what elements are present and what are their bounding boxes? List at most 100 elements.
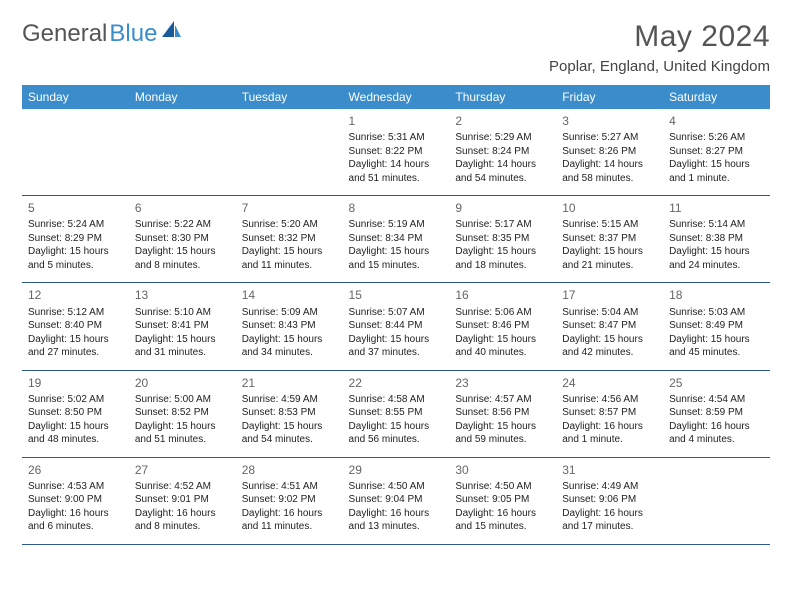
logo-text-general: General — [22, 20, 107, 48]
day-number: 21 — [242, 375, 337, 391]
sunrise-text: Sunrise: 5:03 AM — [669, 306, 764, 320]
sunset-text: Sunset: 9:02 PM — [242, 493, 337, 507]
calendar-day-cell: 5Sunrise: 5:24 AMSunset: 8:29 PMDaylight… — [22, 196, 129, 283]
weekday-header: Thursday — [449, 85, 556, 109]
calendar-day-cell: 30Sunrise: 4:50 AMSunset: 9:05 PMDayligh… — [449, 457, 556, 544]
day-number: 6 — [135, 200, 230, 216]
calendar-day-cell: 10Sunrise: 5:15 AMSunset: 8:37 PMDayligh… — [556, 196, 663, 283]
calendar-week-row: 1Sunrise: 5:31 AMSunset: 8:22 PMDaylight… — [22, 109, 770, 196]
sunset-text: Sunset: 8:24 PM — [455, 145, 550, 159]
calendar-day-cell: 2Sunrise: 5:29 AMSunset: 8:24 PMDaylight… — [449, 109, 556, 196]
sunrise-text: Sunrise: 4:54 AM — [669, 393, 764, 407]
calendar-day-cell: 18 Sunrise: 5:03 AMSunset: 8:49 PMDayligh… — [663, 283, 770, 370]
sunrise-text: Sunrise: 5:22 AM — [135, 218, 230, 232]
day-number: 1 — [349, 113, 444, 129]
daylight-text: Daylight: 16 hours and 6 minutes. — [28, 507, 123, 534]
sunrise-text: Sunrise: 5:02 AM — [28, 393, 123, 407]
sunrise-text: Sunrise: 4:58 AM — [349, 393, 444, 407]
sunrise-text: Sunrise: 5:14 AM — [669, 218, 764, 232]
calendar-day-cell: 24Sunrise: 4:56 AMSunset: 8:57 PMDayligh… — [556, 370, 663, 457]
sunset-text: Sunset: 8:40 PM — [28, 319, 123, 333]
sunrise-text: Sunrise: 5:12 AM — [28, 306, 123, 320]
sunrise-text: Sunrise: 4:52 AM — [135, 480, 230, 494]
sunrise-text: Sunrise: 4:51 AM — [242, 480, 337, 494]
sunset-text: Sunset: 8:52 PM — [135, 406, 230, 420]
calendar-day-cell — [663, 457, 770, 544]
calendar-week-row: 5Sunrise: 5:24 AMSunset: 8:29 PMDaylight… — [22, 196, 770, 283]
calendar-day-cell: 16Sunrise: 5:06 AMSunset: 8:46 PMDayligh… — [449, 283, 556, 370]
logo: General Blue — [22, 20, 182, 48]
day-number: 8 — [349, 200, 444, 216]
sunset-text: Sunset: 8:49 PM — [669, 319, 764, 333]
calendar-day-cell: 29Sunrise: 4:50 AMSunset: 9:04 PMDayligh… — [343, 457, 450, 544]
calendar-day-cell: 6Sunrise: 5:22 AMSunset: 8:30 PMDaylight… — [129, 196, 236, 283]
day-number: 19 — [28, 375, 123, 391]
header: General Blue May 2024 Poplar, England, U… — [22, 20, 770, 75]
daylight-text: Daylight: 15 hours and 45 minutes. — [669, 333, 764, 360]
sunrise-text: Sunrise: 4:50 AM — [349, 480, 444, 494]
daylight-text: Daylight: 15 hours and 42 minutes. — [562, 333, 657, 360]
sunrise-text: Sunrise: 5:10 AM — [135, 306, 230, 320]
daylight-text: Daylight: 14 hours and 51 minutes. — [349, 158, 444, 185]
sunset-text: Sunset: 8:44 PM — [349, 319, 444, 333]
month-title: May 2024 — [549, 20, 770, 54]
sunrise-text: Sunrise: 5:26 AM — [669, 131, 764, 145]
calendar-day-cell: 25Sunrise: 4:54 AMSunset: 8:59 PMDayligh… — [663, 370, 770, 457]
calendar-day-cell: 27Sunrise: 4:52 AMSunset: 9:01 PMDayligh… — [129, 457, 236, 544]
daylight-text: Daylight: 16 hours and 1 minute. — [562, 420, 657, 447]
day-number: 17 — [562, 287, 657, 303]
daylight-text: Daylight: 15 hours and 51 minutes. — [135, 420, 230, 447]
day-number: 13 — [135, 287, 230, 303]
day-number: 31 — [562, 462, 657, 478]
sunrise-text: Sunrise: 5:00 AM — [135, 393, 230, 407]
day-number: 27 — [135, 462, 230, 478]
sunset-text: Sunset: 8:47 PM — [562, 319, 657, 333]
daylight-text: Daylight: 16 hours and 11 minutes. — [242, 507, 337, 534]
sunrise-text: Sunrise: 5:07 AM — [349, 306, 444, 320]
daylight-text: Daylight: 15 hours and 54 minutes. — [242, 420, 337, 447]
calendar-day-cell: 22Sunrise: 4:58 AMSunset: 8:55 PMDayligh… — [343, 370, 450, 457]
sunrise-text: Sunrise: 5:29 AM — [455, 131, 550, 145]
sunrise-text: Sunrise: 4:59 AM — [242, 393, 337, 407]
sunrise-text: Sunrise: 5:09 AM — [242, 306, 337, 320]
sunset-text: Sunset: 9:05 PM — [455, 493, 550, 507]
calendar-day-cell: 28Sunrise: 4:51 AMSunset: 9:02 PMDayligh… — [236, 457, 343, 544]
day-number: 29 — [349, 462, 444, 478]
calendar-day-cell: 20Sunrise: 5:00 AMSunset: 8:52 PMDayligh… — [129, 370, 236, 457]
sunrise-text: Sunrise: 5:19 AM — [349, 218, 444, 232]
day-number: 12 — [28, 287, 123, 303]
daylight-text: Daylight: 15 hours and 24 minutes. — [669, 245, 764, 272]
day-number: 25 — [669, 375, 764, 391]
calendar-day-cell: 31Sunrise: 4:49 AMSunset: 9:06 PMDayligh… — [556, 457, 663, 544]
day-number: 30 — [455, 462, 550, 478]
daylight-text: Daylight: 15 hours and 59 minutes. — [455, 420, 550, 447]
weekday-header: Wednesday — [343, 85, 450, 109]
daylight-text: Daylight: 16 hours and 15 minutes. — [455, 507, 550, 534]
day-number: 10 — [562, 200, 657, 216]
calendar-week-row: 19Sunrise: 5:02 AMSunset: 8:50 PMDayligh… — [22, 370, 770, 457]
calendar-day-cell: 15Sunrise: 5:07 AMSunset: 8:44 PMDayligh… — [343, 283, 450, 370]
day-number: 18 — [669, 287, 764, 303]
daylight-text: Daylight: 14 hours and 54 minutes. — [455, 158, 550, 185]
calendar-day-cell: 4Sunrise: 5:26 AMSunset: 8:27 PMDaylight… — [663, 109, 770, 196]
calendar-day-cell: 17Sunrise: 5:04 AMSunset: 8:47 PMDayligh… — [556, 283, 663, 370]
calendar-body: 1Sunrise: 5:31 AMSunset: 8:22 PMDaylight… — [22, 109, 770, 544]
sunrise-text: Sunrise: 5:06 AM — [455, 306, 550, 320]
daylight-text: Daylight: 16 hours and 13 minutes. — [349, 507, 444, 534]
daylight-text: Daylight: 15 hours and 18 minutes. — [455, 245, 550, 272]
sunset-text: Sunset: 8:41 PM — [135, 319, 230, 333]
calendar-day-cell: 13Sunrise: 5:10 AMSunset: 8:41 PMDayligh… — [129, 283, 236, 370]
sunset-text: Sunset: 8:35 PM — [455, 232, 550, 246]
daylight-text: Daylight: 15 hours and 56 minutes. — [349, 420, 444, 447]
calendar-day-cell: 3Sunrise: 5:27 AMSunset: 8:26 PMDaylight… — [556, 109, 663, 196]
location-text: Poplar, England, United Kingdom — [549, 58, 770, 75]
weekday-header: Sunday — [22, 85, 129, 109]
day-number: 3 — [562, 113, 657, 129]
weekday-header: Monday — [129, 85, 236, 109]
sunset-text: Sunset: 8:53 PM — [242, 406, 337, 420]
calendar-day-cell: 21 Sunrise: 4:59 AMSunset: 8:53 PMDayligh… — [236, 370, 343, 457]
calendar-day-cell: 14Sunrise: 5:09 AMSunset: 8:43 PMDayligh… — [236, 283, 343, 370]
sunrise-text: Sunrise: 5:31 AM — [349, 131, 444, 145]
sunrise-text: Sunrise: 5:24 AM — [28, 218, 123, 232]
sunset-text: Sunset: 8:55 PM — [349, 406, 444, 420]
